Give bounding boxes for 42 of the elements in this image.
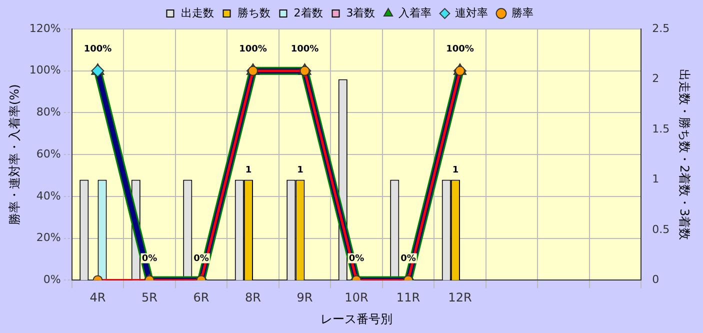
x-tick-label: 4R [90, 290, 106, 305]
y-tick-label: 0% [43, 273, 61, 286]
x-tick-label: 12R [448, 290, 472, 305]
y2-axis-title: 出走数・勝ち数・2着数・3着数 [678, 68, 692, 240]
data-label: 0% [194, 254, 209, 264]
y-tick-label: 20% [36, 231, 61, 244]
data-label: 100% [290, 44, 319, 55]
data-label: 0% [348, 254, 364, 264]
x-tick-label: 8R [244, 290, 261, 305]
y-tick-label: 60% [36, 147, 61, 160]
data-label: 1 [452, 166, 459, 176]
y2-tick-label: 2.5 [652, 22, 670, 35]
legend-label: 連対率 [455, 6, 488, 20]
legend-label: 勝ち数 [237, 6, 270, 20]
y-axis-title: 勝率・連対率・入着率(%) [7, 84, 22, 225]
x-tick-label: 5R [141, 290, 158, 305]
x-axis-title: レース番号別 [320, 312, 392, 326]
y2-tick-label: 2 [652, 72, 660, 86]
data-label: 1 [245, 166, 252, 176]
x-tick-label: 6R [193, 290, 210, 305]
legend-label: 出走数 [180, 6, 214, 20]
data-label: 0% [400, 254, 416, 264]
data-label: 100% [84, 44, 112, 55]
y-tick-label: 40% [36, 189, 61, 202]
data-label: 1 [297, 166, 304, 176]
legend-label: 入着率 [398, 6, 432, 20]
y2-tick-label: 0 [652, 273, 660, 286]
legend-label: 勝率 [512, 6, 534, 20]
legend-label: 2着数 [294, 6, 323, 20]
x-tick-label: 11R [396, 290, 420, 305]
legend-label: 3着数 [346, 6, 376, 20]
y2-tick-label: 1 [652, 172, 660, 186]
y2-tick-label: 1.5 [652, 122, 670, 136]
y-tick-label: 120% [29, 22, 61, 35]
y-tick-label: 80% [36, 106, 61, 119]
y-tick-label: 100% [29, 64, 61, 77]
x-tick-label: 10R [344, 290, 368, 305]
y2-tick-label: 0.5 [652, 222, 670, 236]
data-label: 0% [142, 254, 158, 264]
x-tick-label: 9R [296, 290, 313, 305]
data-label: 100% [239, 44, 267, 55]
data-label: 100% [446, 44, 474, 55]
